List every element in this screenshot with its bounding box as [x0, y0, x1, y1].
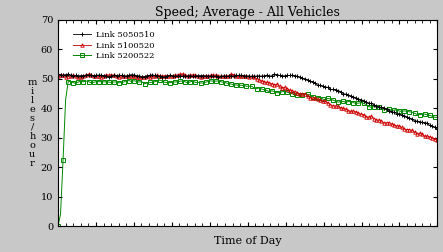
Link 5100520	[208, 74, 214, 77]
Link 5050510	[435, 128, 440, 131]
Link 5050510	[55, 73, 61, 76]
Link 5200522	[272, 90, 277, 93]
Link 5100520	[371, 117, 377, 120]
Legend: Link 5050510, Link 5100520, Link 5200522: Link 5050510, Link 5100520, Link 5200522	[70, 28, 158, 64]
Link 5100520	[272, 83, 277, 86]
Link 5200522	[256, 86, 262, 89]
Link 5100520	[183, 74, 188, 77]
Link 5100520	[320, 99, 326, 102]
Line: Link 5100520: Link 5100520	[56, 72, 439, 142]
Link 5050510	[320, 85, 326, 88]
Y-axis label: m
i
l
e
s
/
h
o
u
r: m i l e s / h o u r	[28, 78, 37, 168]
Link 5200522	[183, 80, 188, 83]
Link 5050510	[256, 74, 262, 77]
X-axis label: Time of Day: Time of Day	[214, 236, 281, 246]
Link 5200522	[435, 116, 440, 119]
Link 5050510	[272, 73, 277, 76]
Line: Link 5200522: Link 5200522	[55, 78, 440, 229]
Link 5100520	[55, 74, 61, 77]
Link 5200522	[55, 225, 61, 228]
Link 5100520	[180, 72, 186, 75]
Link 5050510	[183, 75, 188, 78]
Link 5050510	[371, 103, 377, 106]
Link 5200522	[320, 98, 326, 101]
Link 5200522	[208, 79, 214, 82]
Link 5200522	[157, 78, 163, 81]
Link 5100520	[435, 139, 440, 142]
Line: Link 5050510: Link 5050510	[55, 72, 440, 131]
Link 5200522	[371, 105, 377, 108]
Link 5050510	[66, 73, 71, 76]
Link 5100520	[256, 78, 262, 81]
Link 5050510	[208, 75, 214, 78]
Title: Speed; Average - All Vehicles: Speed; Average - All Vehicles	[155, 6, 340, 19]
